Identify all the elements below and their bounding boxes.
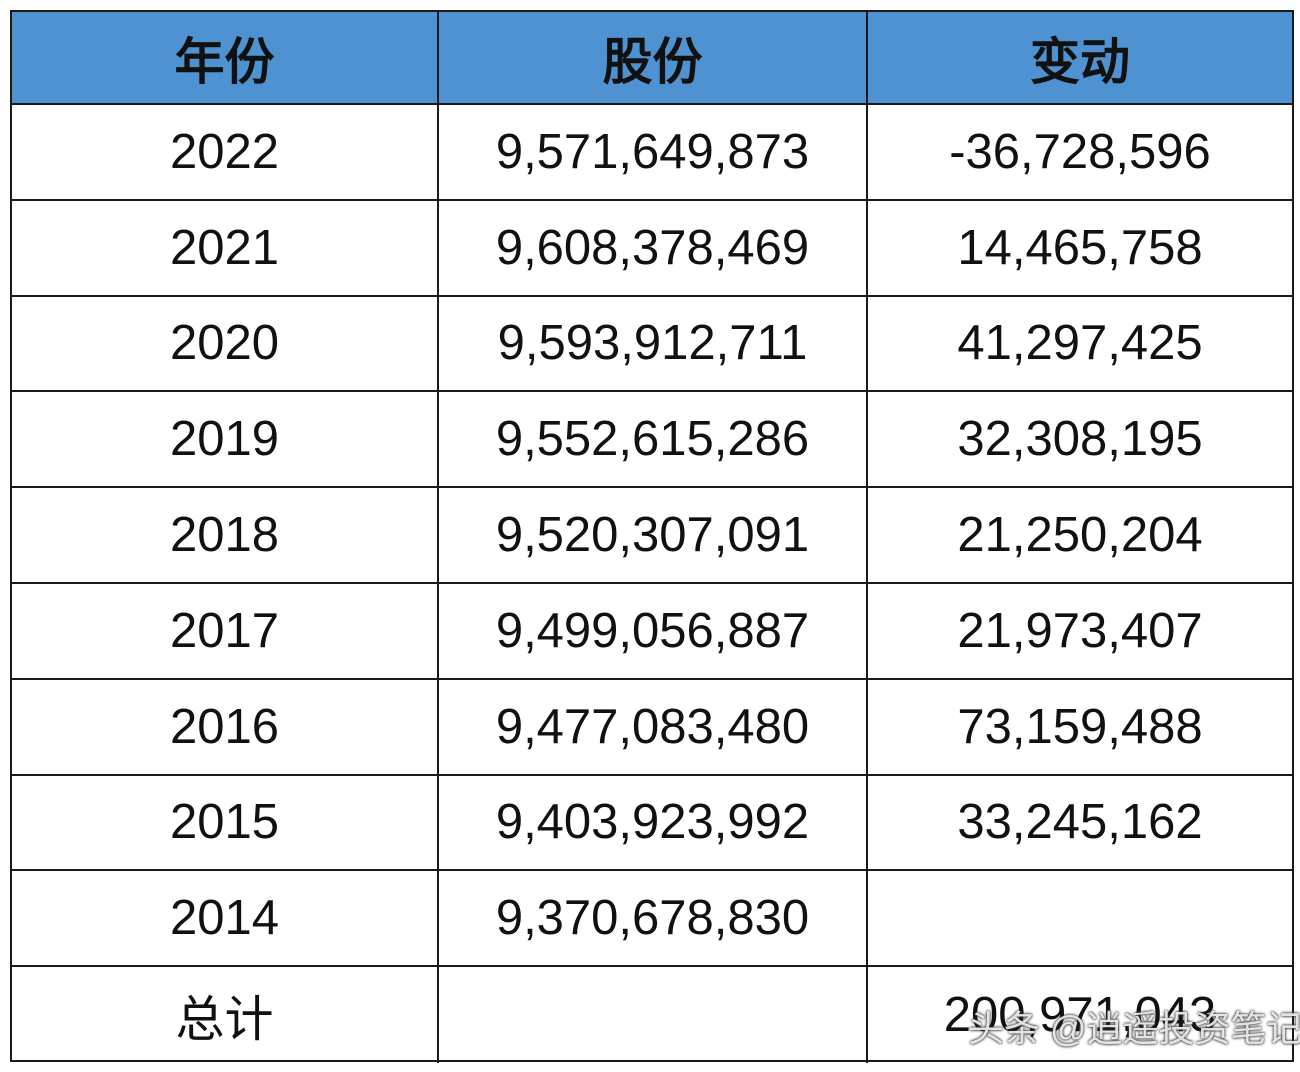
table-cell: 21,973,407 — [868, 584, 1292, 680]
table: 年份 股份 变动 2022 9,571,649,873 -36,728,596 2021 9,… — [10, 10, 1294, 1063]
table-cell: 33,245,162 — [868, 776, 1292, 872]
table-cell — [439, 967, 868, 1063]
table-cell: 9,499,056,887 — [439, 584, 868, 680]
header-cell: 变动 — [868, 12, 1292, 105]
table-cell: 9,370,678,830 — [439, 871, 868, 968]
table-cell: 2019 — [12, 392, 439, 489]
table-cell: 200,971,043 — [943, 988, 1217, 1043]
table-cell: 9,520,307,091 — [439, 488, 868, 584]
table-cell: 9,552,615,286 — [439, 392, 868, 489]
table-cell: 21,250,204 — [868, 488, 1292, 584]
table-cell: 9,571,649,873 — [439, 105, 868, 201]
table-cell: 总计 — [12, 967, 439, 1063]
watermark: 头条 @逍遥投资笔记 — [968, 1008, 1300, 1049]
table-cell: -36,728,596 — [868, 105, 1292, 201]
table-cell: 41,297,425 — [868, 297, 1292, 393]
header-cell: 年份 — [12, 12, 439, 105]
table-cell: 14,465,758 — [868, 201, 1292, 297]
table-cell: 73,159,488 — [868, 680, 1292, 776]
table-cell: 2020 — [12, 296, 439, 393]
table-cell: 2021 — [12, 200, 439, 297]
table-cell: 2022 — [12, 105, 439, 201]
table-cell: 2016 — [12, 679, 439, 776]
table-cell: 9,403,923,992 — [439, 775, 868, 872]
table-cell: 2015 — [12, 775, 439, 872]
table-cell: 32,308,195 — [868, 392, 1292, 489]
table-cell: 2017 — [12, 584, 439, 680]
header-cell: 股份 — [439, 12, 868, 105]
table-cell: 9,608,378,469 — [439, 200, 868, 297]
table-cell — [868, 871, 1292, 968]
table-cell: 9,593,912,711 — [439, 296, 868, 393]
table-cell: 9,477,083,480 — [439, 679, 868, 776]
table-cell: 2014 — [12, 871, 439, 968]
table-cell: 2018 — [12, 488, 439, 584]
